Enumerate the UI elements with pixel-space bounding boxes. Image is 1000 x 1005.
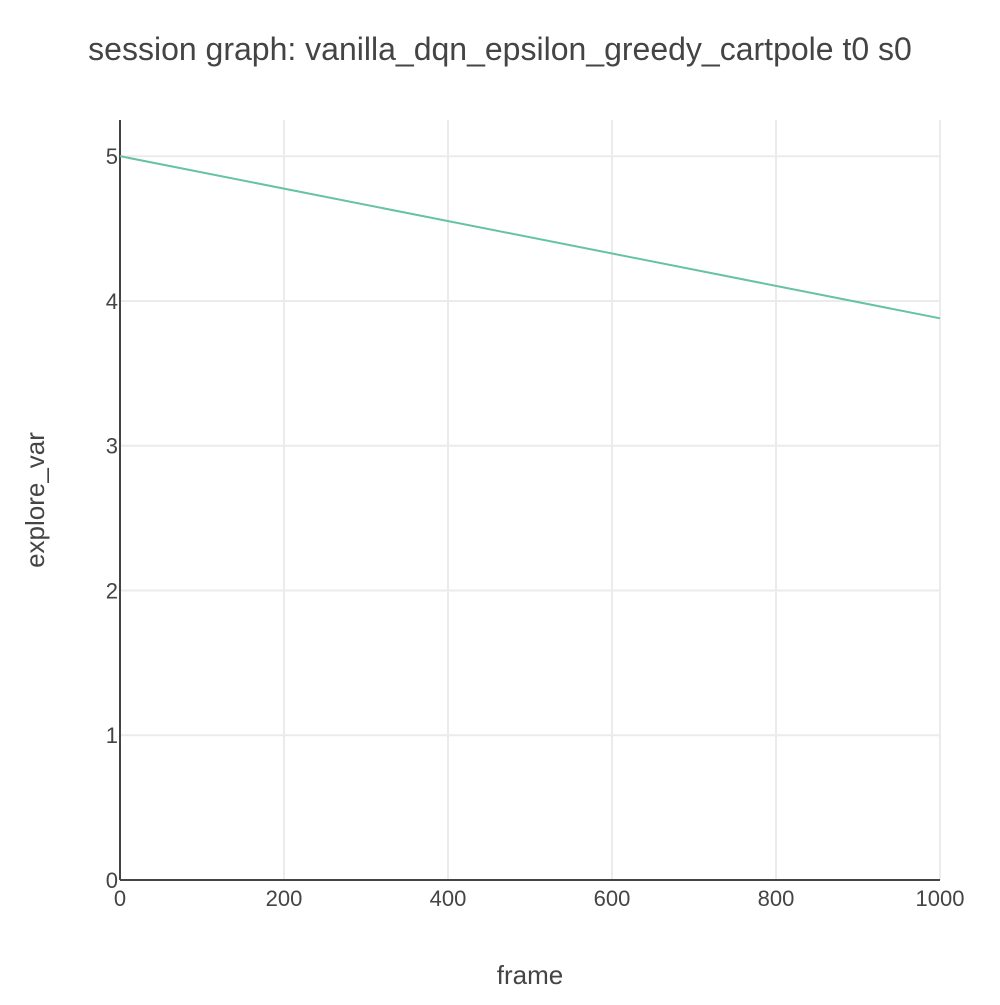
- x-axis-label: frame: [497, 960, 563, 990]
- x-tick-label: 200: [266, 886, 303, 911]
- grid: [120, 120, 941, 880]
- y-tick-label: 0: [106, 868, 118, 893]
- chart-title: session graph: vanilla_dqn_epsilon_greed…: [88, 31, 912, 67]
- y-tick-label: 2: [106, 578, 118, 603]
- x-tick-label: 400: [430, 886, 467, 911]
- axes: [119, 120, 940, 881]
- series-lines: [119, 155, 941, 320]
- y-tick-label: 1: [106, 723, 118, 748]
- x-tick-label: 600: [594, 886, 631, 911]
- x-tick-labels: 0 200 400 600 800 1000: [114, 886, 965, 911]
- y-tick-label: 4: [106, 289, 118, 314]
- x-tick-label: 800: [758, 886, 795, 911]
- y-axis-label: explore_var: [20, 432, 50, 568]
- x-tick-label: 1000: [916, 886, 965, 911]
- y-tick-labels: 0 1 2 3 4 5: [106, 144, 118, 893]
- y-tick-label: 5: [106, 144, 118, 169]
- series-line: [119, 155, 941, 320]
- y-tick-label: 3: [106, 434, 118, 459]
- x-tick-label: 0: [114, 886, 126, 911]
